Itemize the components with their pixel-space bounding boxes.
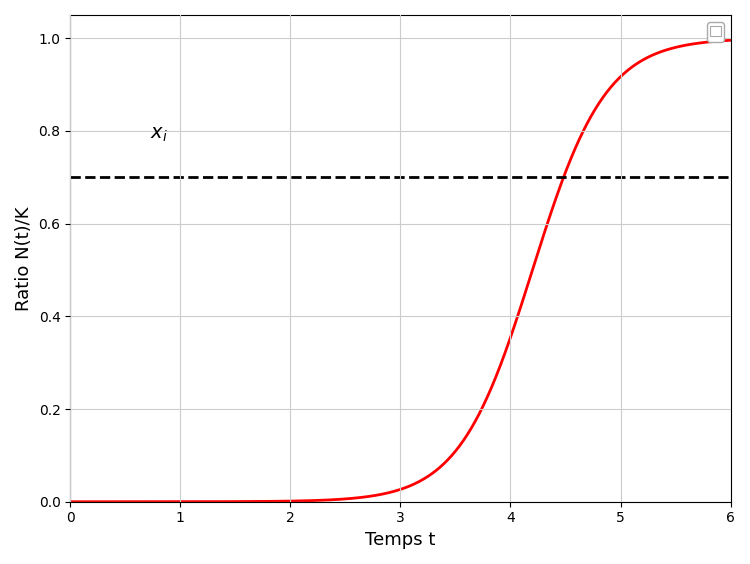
X-axis label: Temps t: Temps t (365, 531, 436, 549)
Y-axis label: Ratio N(t)/K: Ratio N(t)/K (15, 206, 33, 311)
Legend:  (707, 22, 724, 42)
Text: $x_i$: $x_i$ (149, 125, 167, 144)
